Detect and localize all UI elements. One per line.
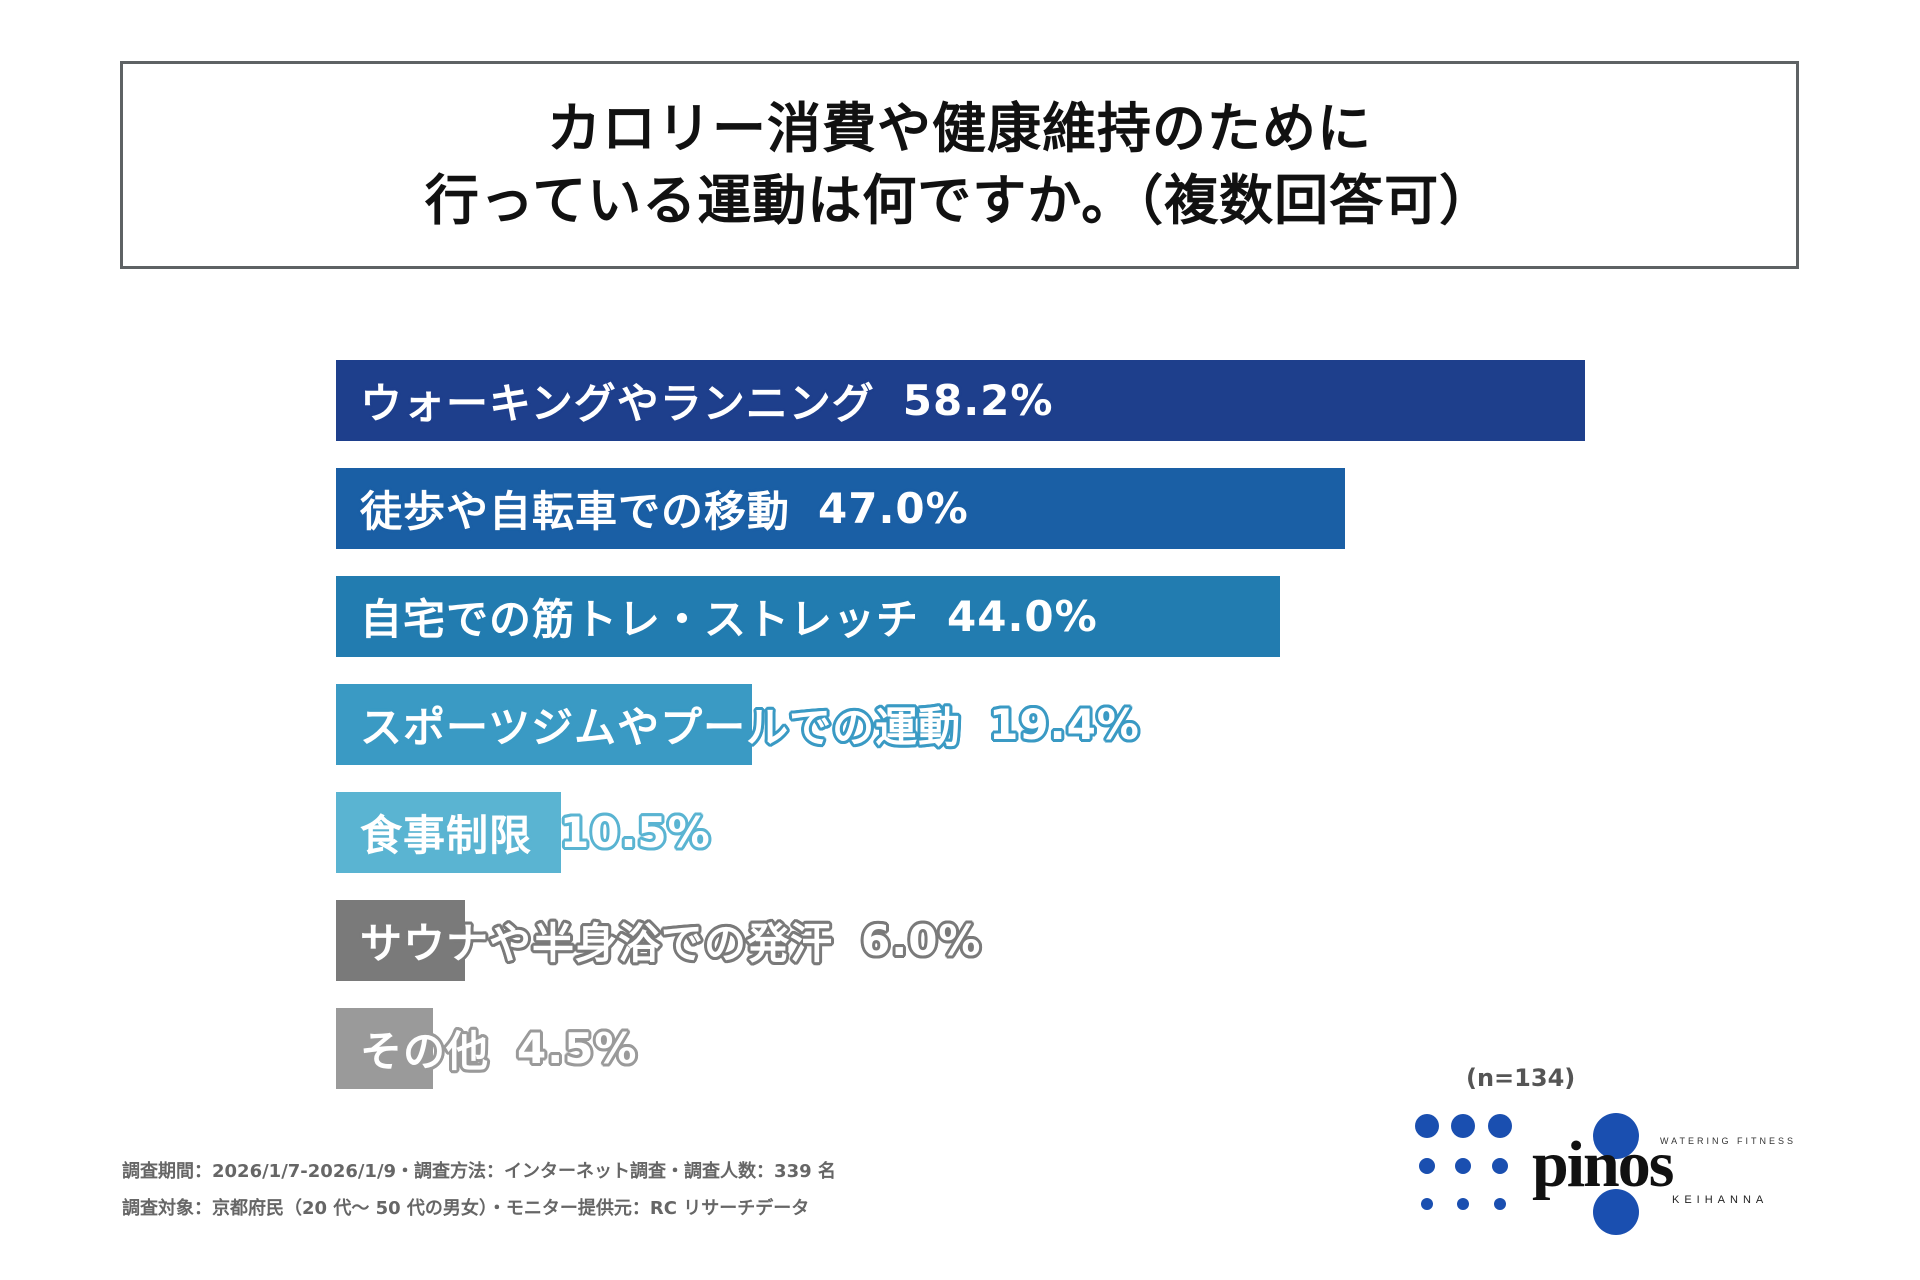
category-label: 自宅での筋トレ・ストレッチ xyxy=(360,595,920,644)
value-label: 58.2% xyxy=(902,376,1054,425)
category-label: 徒歩や自転車での移動 xyxy=(360,487,791,536)
chart-title-line-2: 行っている運動は何ですか。（複数回答可） xyxy=(424,169,1495,232)
footer-survey-target: 調査対象：京都府民（20 代～ 50 代の男女）・モニター提供元：RC リサーチ… xyxy=(122,1198,810,1219)
title-box: カロリー消費や健康維持のために 行っている運動は何ですか。（複数回答可） xyxy=(120,61,1799,269)
value-label: 4.5% xyxy=(517,1024,638,1073)
chart-title-line-1: カロリー消費や健康維持のために xyxy=(547,97,1372,160)
sample-size-label: (n=134) xyxy=(1466,1064,1576,1092)
bar-2 xyxy=(336,468,1345,549)
bar-3 xyxy=(336,576,1280,657)
logo-sub: KEIHANNA xyxy=(1672,1194,1768,1206)
logo-brand-text: pinos xyxy=(1532,1128,1674,1201)
logo-tagline: WATERING FITNESS xyxy=(1660,1136,1796,1146)
dots-icon xyxy=(1415,1114,1512,1210)
bar-label-5: 食事制限 10.5% xyxy=(360,792,711,873)
bar-label-7: その他 4.5% xyxy=(360,1008,638,1089)
value-label: 44.0% xyxy=(947,592,1098,641)
bar-label-4: スポーツジムやプールでの運動 19.4% xyxy=(360,684,1140,765)
category-label: 食事制限 xyxy=(360,811,533,860)
category-label: サウナや半身浴での発汗 xyxy=(360,919,834,968)
value-label: 47.0% xyxy=(818,484,969,533)
bar-5 xyxy=(336,792,561,873)
value-label: 10.5% xyxy=(560,808,711,857)
bar-label-3: 自宅での筋トレ・ストレッチ 44.0% xyxy=(360,576,1098,657)
bar-7 xyxy=(336,1008,433,1089)
category-label: その他 xyxy=(360,1027,490,1076)
value-label: 19.4% xyxy=(989,700,1140,749)
bar-1 xyxy=(336,360,1585,441)
bar-4 xyxy=(336,684,752,765)
value-label: 6.0% xyxy=(861,916,982,965)
footer-survey-period: 調査期間：2026/1/7-2026/1/9・調査方法：インターネット調査・調査… xyxy=(122,1161,836,1182)
category-label: ウォーキングやランニング xyxy=(360,379,875,428)
category-label: スポーツジムやプールでの運動 xyxy=(360,703,962,752)
bar-6 xyxy=(336,900,465,981)
logo-bottom-circle xyxy=(1593,1189,1639,1235)
pinos-logo: pinos WATERING FITNESS KEIHANNA xyxy=(1415,1113,1796,1235)
logo-top-circle xyxy=(1593,1113,1639,1159)
bar-label-2: 徒歩や自転車での移動 47.0% xyxy=(360,468,969,549)
bar-label-6: サウナや半身浴での発汗 6.0% xyxy=(360,900,982,981)
bar-label-1: ウォーキングやランニング 58.2% xyxy=(360,360,1053,441)
